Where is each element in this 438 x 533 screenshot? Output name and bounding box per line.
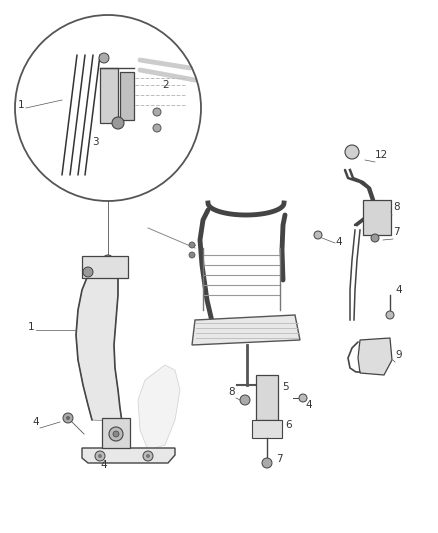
Circle shape [103, 255, 113, 265]
Text: 4: 4 [395, 285, 402, 295]
Text: 5: 5 [282, 382, 289, 392]
Text: 4: 4 [335, 237, 342, 247]
Circle shape [240, 395, 250, 405]
Circle shape [262, 458, 272, 468]
Circle shape [112, 117, 124, 129]
Circle shape [345, 145, 359, 159]
Circle shape [146, 454, 150, 458]
Text: 1: 1 [28, 322, 35, 332]
Circle shape [314, 231, 322, 239]
Text: 7: 7 [393, 227, 399, 237]
Polygon shape [138, 365, 180, 450]
Circle shape [143, 451, 153, 461]
Circle shape [99, 53, 109, 63]
Polygon shape [76, 265, 122, 422]
Bar [256, 375, 278, 420]
Text: 1: 1 [18, 100, 25, 110]
Text: 8: 8 [393, 202, 399, 212]
Circle shape [66, 416, 70, 420]
Text: 9: 9 [395, 350, 402, 360]
Polygon shape [358, 338, 392, 375]
Text: 7: 7 [276, 454, 283, 464]
Bar [252, 420, 282, 438]
Circle shape [113, 431, 119, 437]
Text: 8: 8 [228, 387, 235, 397]
Circle shape [153, 108, 161, 116]
Text: 3: 3 [92, 137, 99, 147]
Bar [120, 72, 134, 120]
Circle shape [63, 413, 73, 423]
Circle shape [153, 124, 161, 132]
Bar [102, 418, 130, 448]
Text: 12: 12 [375, 150, 388, 160]
Polygon shape [192, 315, 300, 345]
Text: 4: 4 [32, 417, 39, 427]
Circle shape [386, 311, 394, 319]
Bar [82, 256, 128, 278]
Bar [100, 68, 118, 123]
Circle shape [95, 451, 105, 461]
Text: 6: 6 [285, 420, 292, 430]
Text: 4: 4 [100, 460, 106, 470]
Circle shape [98, 454, 102, 458]
Circle shape [299, 394, 307, 402]
Circle shape [189, 242, 195, 248]
Bar [363, 200, 391, 235]
Circle shape [189, 252, 195, 258]
Polygon shape [82, 448, 175, 463]
Text: 4: 4 [305, 400, 311, 410]
Circle shape [371, 234, 379, 242]
Circle shape [109, 427, 123, 441]
Circle shape [83, 267, 93, 277]
Text: 2: 2 [162, 80, 169, 90]
